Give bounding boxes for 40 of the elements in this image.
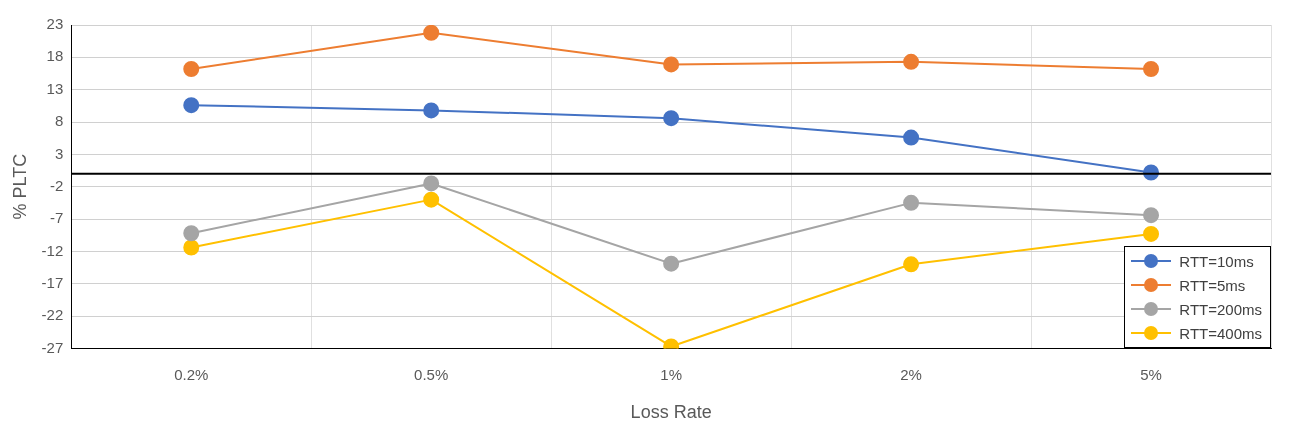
point bbox=[663, 56, 680, 73]
point bbox=[903, 53, 920, 70]
y-tick-label: -22 bbox=[41, 306, 64, 324]
point bbox=[423, 25, 440, 41]
point bbox=[1143, 225, 1160, 242]
point bbox=[663, 110, 680, 127]
x-tick-label: 2% bbox=[900, 365, 922, 383]
legend-label: RTT=200ms bbox=[1179, 300, 1262, 318]
point bbox=[423, 102, 440, 119]
x-tick-label: 5% bbox=[1140, 365, 1162, 383]
point bbox=[183, 60, 200, 77]
x-tick-label: 1% bbox=[660, 365, 682, 383]
y-tick-label: -27 bbox=[41, 338, 64, 356]
point bbox=[183, 97, 200, 114]
x-tick-label: 0.5% bbox=[414, 365, 449, 383]
legend-label: RTT=5ms bbox=[1179, 276, 1246, 294]
point bbox=[1143, 60, 1160, 77]
y-tick-label: 3 bbox=[54, 144, 64, 162]
x-tick-label: 0.2% bbox=[174, 365, 209, 383]
y-tick-label: -17 bbox=[41, 273, 64, 291]
y-tick-label: 13 bbox=[46, 79, 64, 97]
point bbox=[1143, 207, 1160, 224]
y-tick-label: 8 bbox=[54, 112, 64, 130]
x-axis-title: Loss Rate bbox=[630, 402, 712, 423]
y-tick-label: -12 bbox=[41, 241, 64, 259]
legend-label: RTT=10ms bbox=[1179, 252, 1254, 270]
point bbox=[903, 129, 920, 146]
y-tick-label: 23 bbox=[46, 15, 64, 33]
point bbox=[423, 191, 440, 208]
point bbox=[183, 239, 200, 256]
point bbox=[183, 225, 200, 242]
point bbox=[903, 256, 920, 273]
y-tick-label: -2 bbox=[49, 176, 64, 194]
point bbox=[423, 175, 440, 192]
y-tick-label: 18 bbox=[46, 47, 64, 65]
y-tick-label: -7 bbox=[49, 209, 64, 227]
point bbox=[903, 194, 920, 211]
y-axis-title: % PLTC bbox=[9, 153, 30, 220]
point bbox=[663, 255, 680, 272]
legend-label: RTT=400ms bbox=[1179, 324, 1262, 342]
